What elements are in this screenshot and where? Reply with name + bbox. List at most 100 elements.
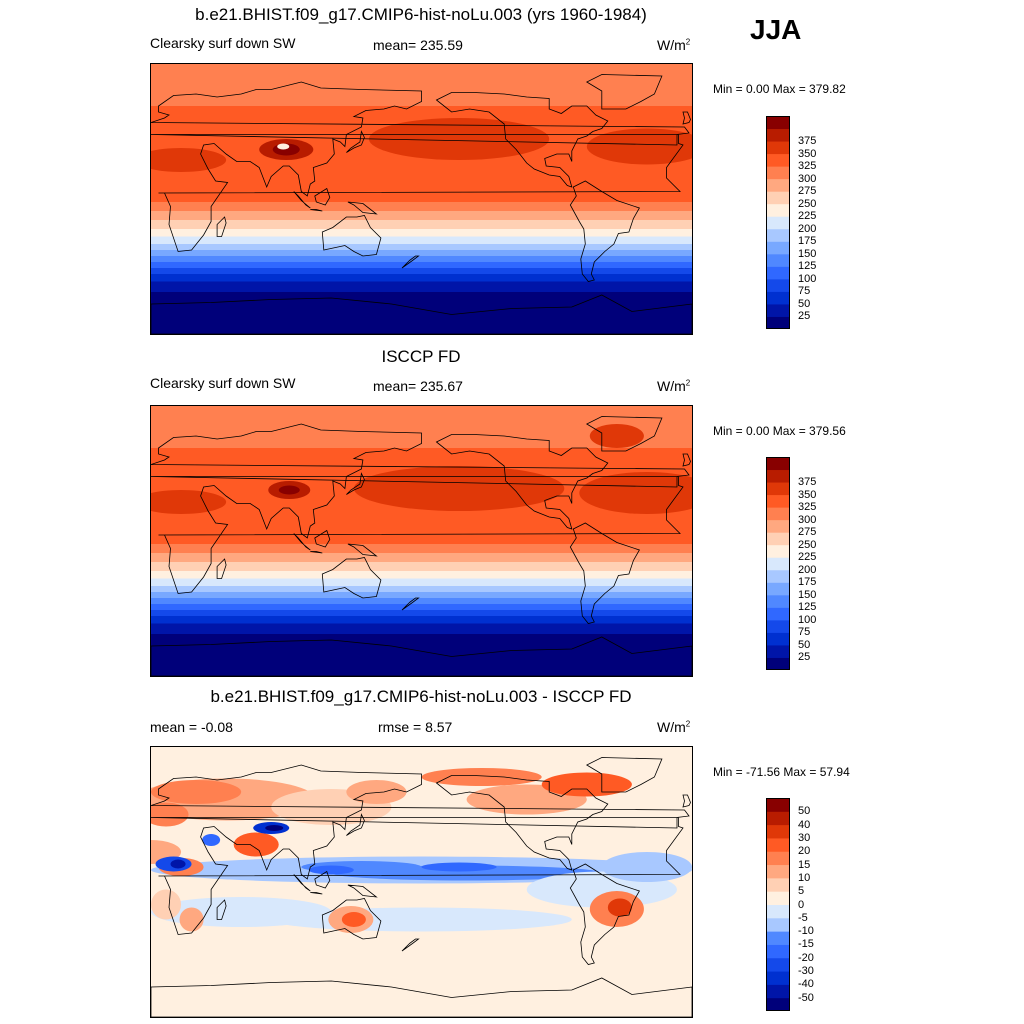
map-plot — [151, 747, 692, 1017]
field-band — [151, 274, 692, 283]
colorbar-swatch — [766, 519, 790, 533]
coastline — [435, 775, 609, 871]
mean-label: mean= 235.67 — [373, 378, 463, 394]
colorbar-tick-label: -5 — [798, 911, 808, 924]
anomaly-patch — [233, 832, 279, 857]
colorbar-tick-label: 150 — [798, 247, 817, 260]
colorbar-swatch — [766, 494, 790, 508]
coastline — [310, 892, 323, 895]
coastline — [151, 977, 692, 1017]
colorbar-tick-label: 125 — [798, 601, 817, 614]
variable-label: Clearsky surf down SW — [150, 375, 296, 391]
colorbar-swatch — [766, 891, 790, 905]
colorbar-tick-label: 10 — [798, 871, 811, 884]
coastline — [151, 294, 692, 334]
field-maximum — [353, 466, 565, 511]
map-plot — [151, 64, 692, 334]
field-band — [151, 202, 692, 212]
colorbar-swatch — [766, 984, 790, 999]
coastline — [401, 938, 420, 952]
colorbar-swatch — [766, 266, 790, 280]
colorbar-tick-label: -15 — [798, 938, 814, 951]
coastline — [585, 757, 663, 793]
coastline — [682, 794, 691, 808]
colorbar-swatch — [766, 851, 790, 866]
field-maximum — [151, 490, 227, 514]
colorbar-swatch — [766, 594, 790, 608]
coastline — [321, 898, 382, 940]
colorbar-swatch — [766, 482, 790, 496]
colorbar-swatch — [766, 532, 790, 546]
colorbar-border — [766, 798, 790, 1011]
anomaly-patch — [202, 834, 221, 846]
field-maximum — [368, 118, 550, 160]
colorbar-swatch — [766, 582, 790, 596]
field-band — [151, 211, 692, 221]
coastline — [293, 874, 311, 892]
colorbar-swatches — [766, 798, 790, 1011]
field-band — [151, 292, 692, 334]
coastline — [346, 472, 365, 495]
coastline — [435, 92, 609, 188]
colorbar-tick-label: 250 — [798, 197, 817, 210]
colorbar-tick-label: 50 — [798, 297, 811, 310]
colorbar-swatch — [766, 811, 790, 826]
coastline — [151, 636, 692, 676]
colorbar-border — [766, 116, 790, 329]
colorbar-swatch — [766, 864, 790, 879]
coastline — [569, 180, 640, 282]
field-band — [151, 634, 692, 676]
field-band — [151, 571, 692, 579]
anomaly-patch — [179, 907, 204, 932]
colorbar-tick-label: 25 — [798, 310, 811, 323]
coastline — [569, 522, 640, 624]
colorbar-tick-label: 125 — [798, 260, 817, 273]
colorbar-tick-label: 5 — [798, 885, 805, 898]
coastline — [216, 216, 227, 237]
anomaly-patch — [271, 907, 572, 932]
colorbar-swatch — [766, 507, 790, 521]
field-maximum — [277, 143, 290, 150]
field-band — [151, 544, 692, 554]
field-band — [151, 244, 692, 251]
field-band — [151, 598, 692, 605]
season-label: JJA — [750, 14, 802, 45]
colorbar-swatch — [766, 228, 790, 242]
colorbar-tick-label: 300 — [798, 172, 817, 185]
field-band — [151, 610, 692, 617]
field-band — [151, 553, 692, 563]
mean-label: mean= 235.59 — [373, 37, 463, 53]
field-band — [151, 508, 692, 530]
anomaly-patch — [541, 772, 632, 797]
anomaly-patch — [151, 889, 182, 920]
colorbar-swatch — [766, 607, 790, 621]
map-panel-difference — [150, 746, 693, 1018]
map-plot — [151, 406, 692, 676]
min-max-label: Min = 0.00 Max = 379.82 — [713, 82, 846, 96]
field-band — [151, 529, 692, 545]
colorbar-swatch — [766, 128, 790, 142]
colorbar-tick-label: 75 — [798, 626, 811, 639]
coastline — [310, 551, 323, 554]
anomaly-patch — [151, 780, 242, 804]
colorbar-swatches — [766, 457, 790, 670]
colorbar-swatch — [766, 877, 790, 892]
colorbar-swatch — [766, 837, 790, 852]
colorbar-tick-label: 175 — [798, 235, 817, 248]
units-label: W/m2 — [657, 719, 691, 735]
field-maximum — [278, 485, 300, 495]
field-band — [151, 281, 692, 293]
panel-title: b.e21.BHIST.f09_g17.CMIP6-hist-noLu.003 … — [195, 5, 647, 24]
coastline — [435, 434, 609, 530]
coastline — [321, 215, 382, 257]
anomaly-patch — [607, 898, 632, 917]
anomaly-patch — [421, 862, 497, 872]
colorbar-swatch — [766, 904, 790, 919]
field-band — [151, 578, 692, 587]
coastline — [585, 74, 663, 110]
colorbar-swatch — [766, 632, 790, 646]
coastline — [216, 558, 227, 579]
coastline — [569, 863, 640, 965]
colorbar-swatch — [766, 166, 790, 180]
colorbar-swatch — [766, 316, 790, 329]
